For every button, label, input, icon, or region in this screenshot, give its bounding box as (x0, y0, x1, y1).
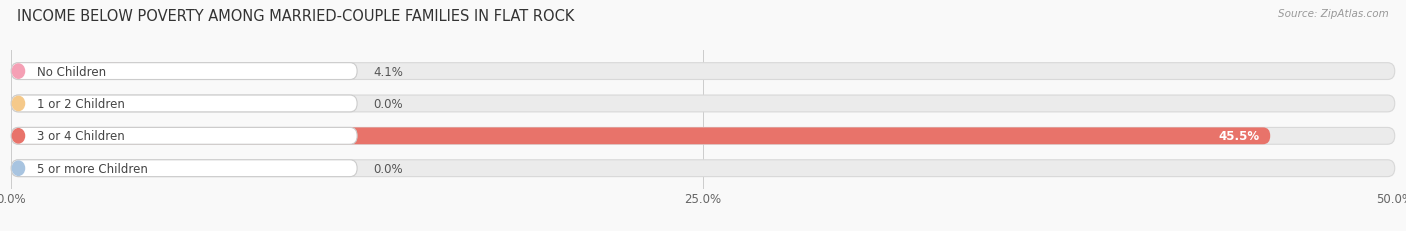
FancyBboxPatch shape (11, 63, 125, 80)
Circle shape (13, 161, 24, 176)
FancyBboxPatch shape (11, 160, 357, 177)
Text: 0.0%: 0.0% (374, 97, 404, 110)
Text: 3 or 4 Children: 3 or 4 Children (37, 130, 125, 143)
FancyBboxPatch shape (11, 63, 1395, 80)
Text: 1 or 2 Children: 1 or 2 Children (37, 97, 125, 110)
FancyBboxPatch shape (11, 63, 357, 80)
Text: 5 or more Children: 5 or more Children (37, 162, 148, 175)
FancyBboxPatch shape (11, 160, 1395, 177)
Text: No Children: No Children (37, 65, 105, 78)
FancyBboxPatch shape (11, 96, 25, 112)
FancyBboxPatch shape (11, 128, 1270, 145)
Text: Source: ZipAtlas.com: Source: ZipAtlas.com (1278, 9, 1389, 19)
Circle shape (13, 65, 24, 79)
Circle shape (13, 97, 24, 111)
Text: 45.5%: 45.5% (1218, 130, 1260, 143)
FancyBboxPatch shape (11, 128, 357, 145)
Text: INCOME BELOW POVERTY AMONG MARRIED-COUPLE FAMILIES IN FLAT ROCK: INCOME BELOW POVERTY AMONG MARRIED-COUPL… (17, 9, 574, 24)
FancyBboxPatch shape (11, 96, 1395, 112)
Text: 4.1%: 4.1% (374, 65, 404, 78)
FancyBboxPatch shape (11, 96, 357, 112)
FancyBboxPatch shape (11, 128, 1395, 145)
Circle shape (13, 129, 24, 143)
FancyBboxPatch shape (11, 160, 25, 177)
Text: 0.0%: 0.0% (374, 162, 404, 175)
